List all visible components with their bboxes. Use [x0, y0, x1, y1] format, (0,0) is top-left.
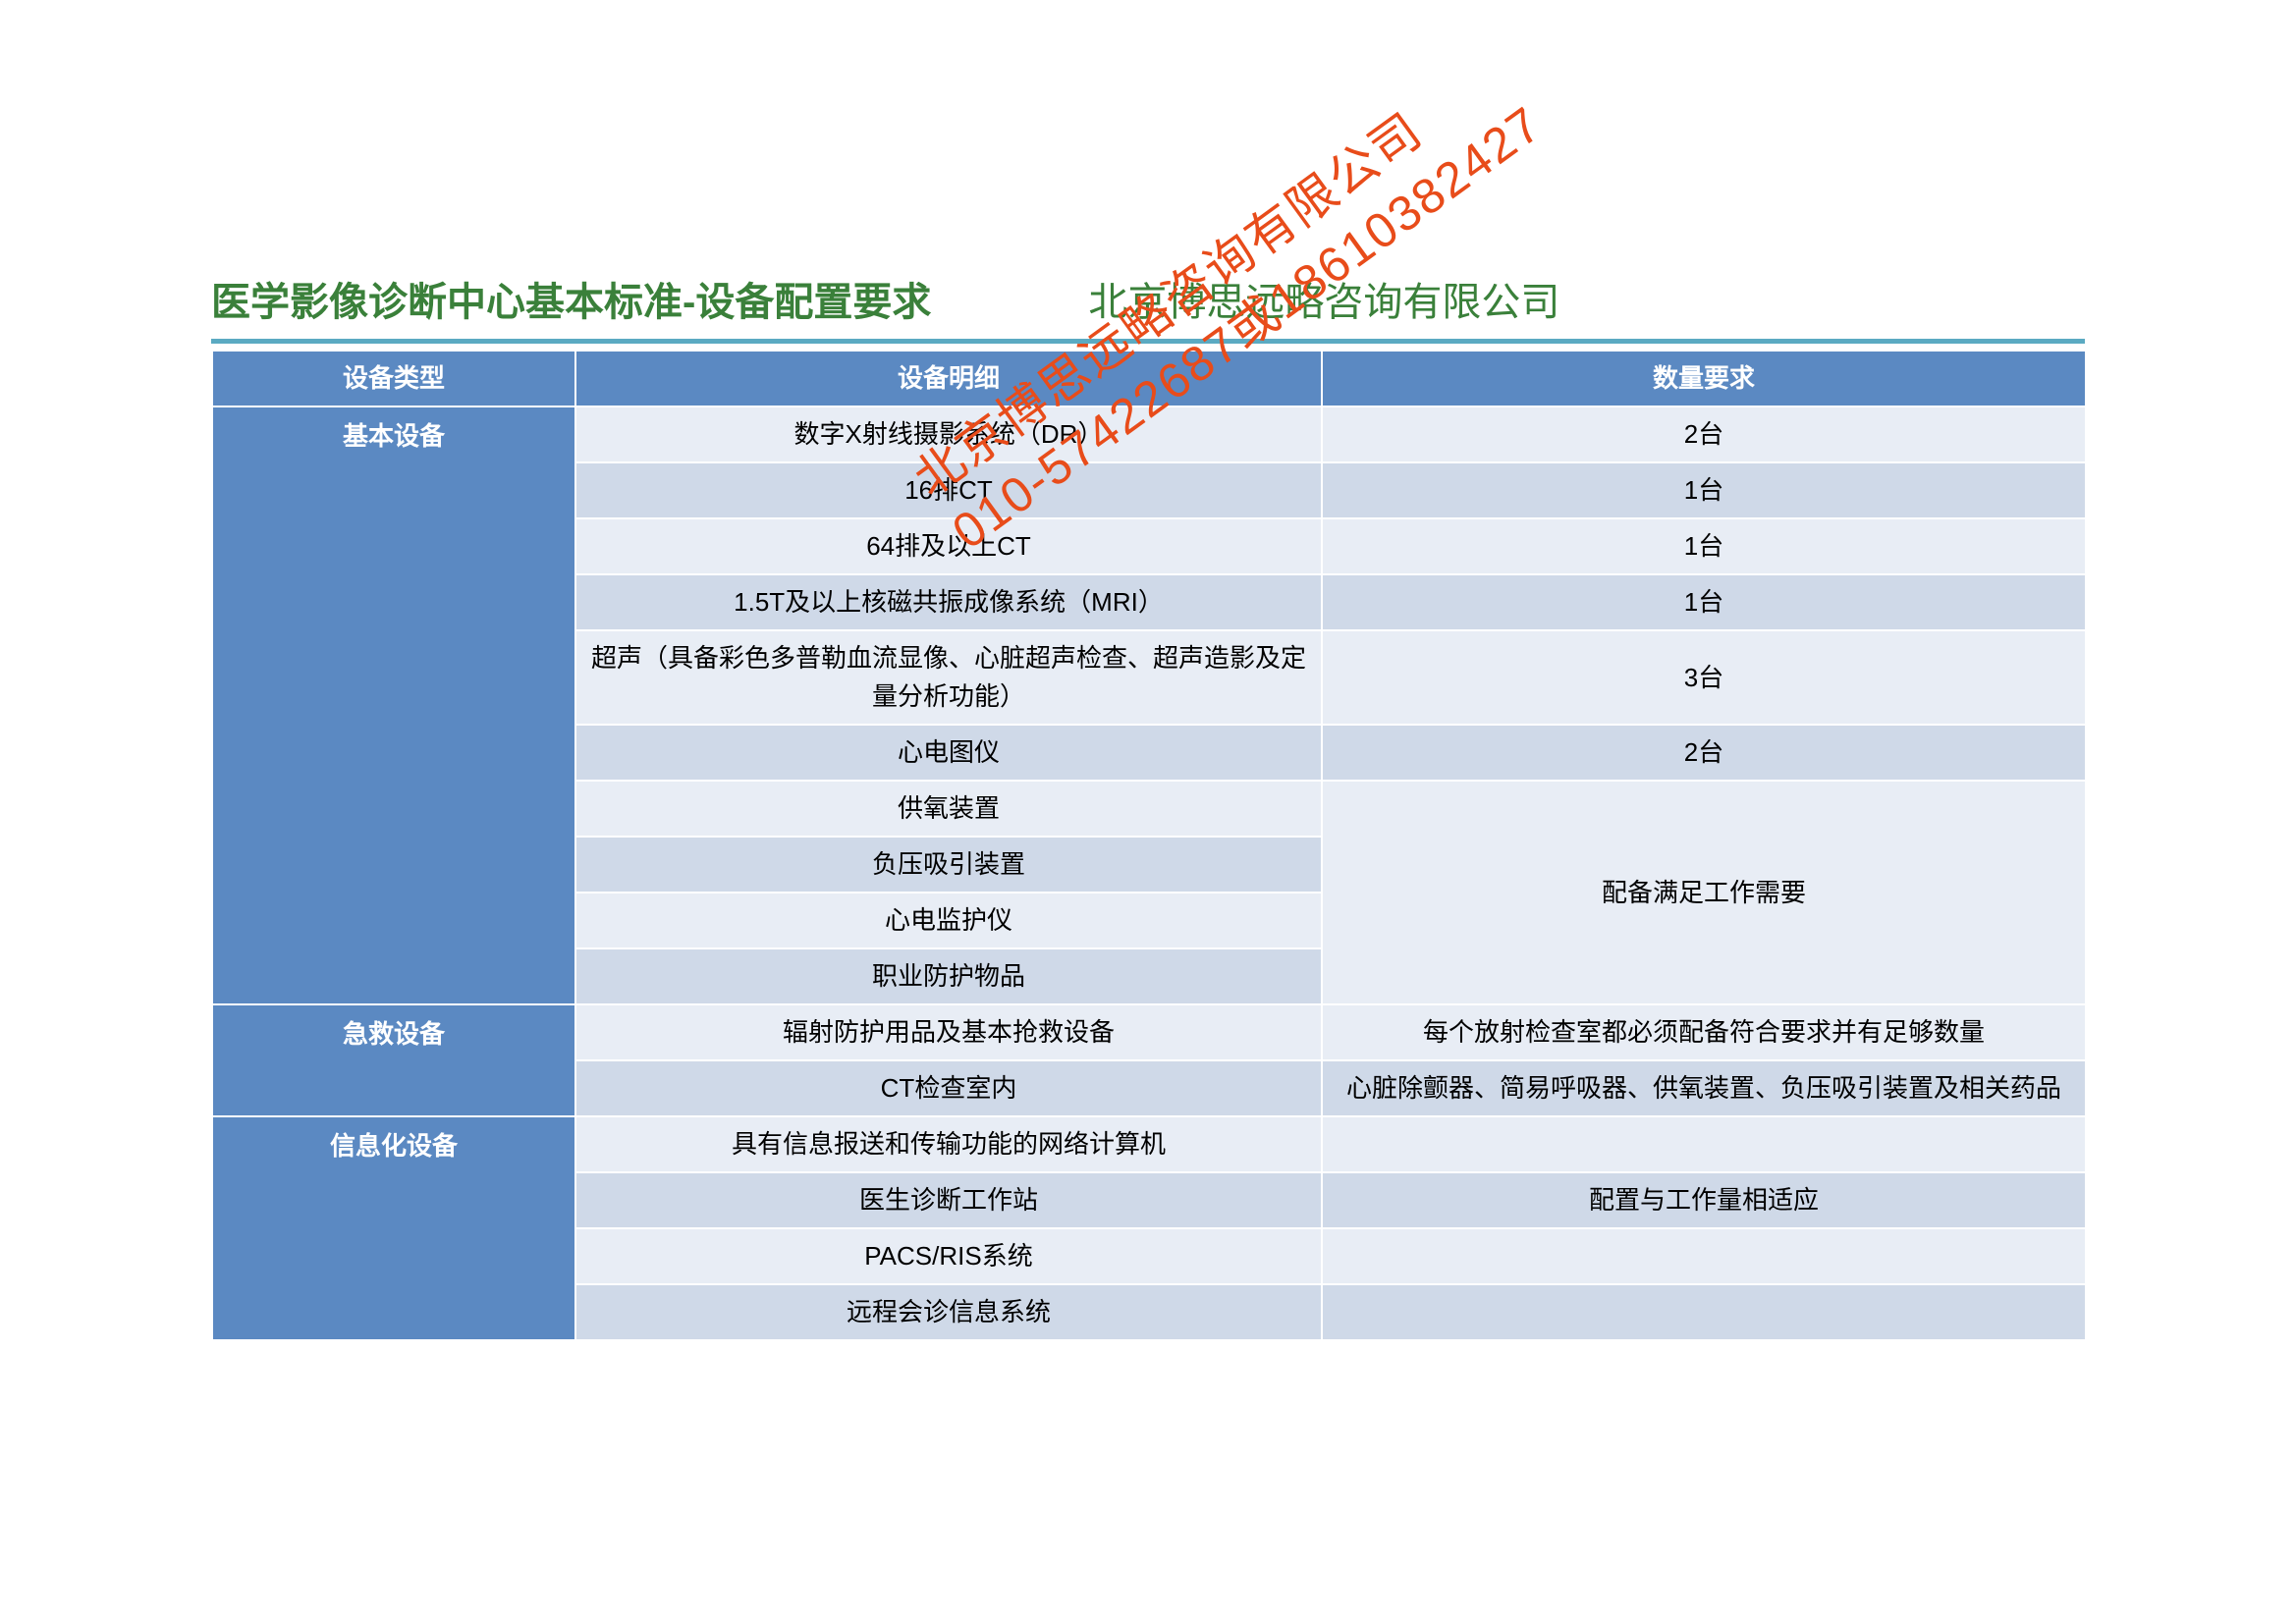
qty-cell: 1台: [1322, 574, 2086, 630]
table-body: 基本设备数字X射线摄影系统（DR）2台16排CT1台64排及以上CT1台1.5T…: [212, 406, 2086, 1340]
qty-cell: 2台: [1322, 406, 2086, 462]
col-header-qty: 数量要求: [1322, 351, 2086, 406]
title-underline: [211, 339, 2085, 344]
detail-cell: 心电图仪: [575, 725, 1322, 781]
detail-cell: 超声（具备彩色多普勒血流显像、心脏超声检查、超声造影及定量分析功能）: [575, 630, 1322, 725]
detail-cell: 数字X射线摄影系统（DR）: [575, 406, 1322, 462]
detail-cell: 64排及以上CT: [575, 518, 1322, 574]
detail-cell: 远程会诊信息系统: [575, 1284, 1322, 1340]
qty-cell: 每个放射检查室都必须配备符合要求并有足够数量: [1322, 1004, 2086, 1060]
detail-cell: CT检查室内: [575, 1060, 1322, 1116]
category-cell: 急救设备: [212, 1004, 575, 1116]
detail-cell: 具有信息报送和传输功能的网络计算机: [575, 1116, 1322, 1172]
category-cell: 信息化设备: [212, 1116, 575, 1340]
qty-cell: 2台: [1322, 725, 2086, 781]
qty-cell: [1322, 1284, 2086, 1340]
detail-cell: 心电监护仪: [575, 893, 1322, 948]
qty-cell: 1台: [1322, 462, 2086, 518]
detail-cell: 1.5T及以上核磁共振成像系统（MRI）: [575, 574, 1322, 630]
detail-cell: 负压吸引装置: [575, 837, 1322, 893]
qty-cell: 3台: [1322, 630, 2086, 725]
detail-cell: 供氧装置: [575, 781, 1322, 837]
qty-cell: 心脏除颤器、简易呼吸器、供氧装置、负压吸引装置及相关药品: [1322, 1060, 2086, 1116]
qty-cell: [1322, 1116, 2086, 1172]
detail-cell: PACS/RIS系统: [575, 1228, 1322, 1284]
equipment-table: 设备类型 设备明细 数量要求 基本设备数字X射线摄影系统（DR）2台16排CT1…: [211, 350, 2087, 1341]
qty-cell: 配置与工作量相适应: [1322, 1172, 2086, 1228]
col-header-type: 设备类型: [212, 351, 575, 406]
detail-cell: 医生诊断工作站: [575, 1172, 1322, 1228]
table-header-row: 设备类型 设备明细 数量要求: [212, 351, 2086, 406]
table-row: 急救设备辐射防护用品及基本抢救设备每个放射检查室都必须配备符合要求并有足够数量: [212, 1004, 2086, 1060]
detail-cell: 职业防护物品: [575, 948, 1322, 1004]
qty-cell: [1322, 1228, 2086, 1284]
page-title: 医学影像诊断中心基本标准-设备配置要求: [211, 270, 931, 327]
slide-content: 医学影像诊断中心基本标准-设备配置要求 北京博思远略咨询有限公司 设备类型 设备…: [211, 270, 2085, 1341]
qty-cell: 配备满足工作需要: [1322, 781, 2086, 1004]
table-row: 基本设备数字X射线摄影系统（DR）2台: [212, 406, 2086, 462]
category-cell: 基本设备: [212, 406, 575, 1004]
detail-cell: 16排CT: [575, 462, 1322, 518]
company-name: 北京博思远略咨询有限公司: [1088, 270, 1559, 327]
table-row: 信息化设备具有信息报送和传输功能的网络计算机: [212, 1116, 2086, 1172]
qty-cell: 1台: [1322, 518, 2086, 574]
header-row: 医学影像诊断中心基本标准-设备配置要求 北京博思远略咨询有限公司: [211, 270, 2085, 327]
col-header-detail: 设备明细: [575, 351, 1322, 406]
detail-cell: 辐射防护用品及基本抢救设备: [575, 1004, 1322, 1060]
